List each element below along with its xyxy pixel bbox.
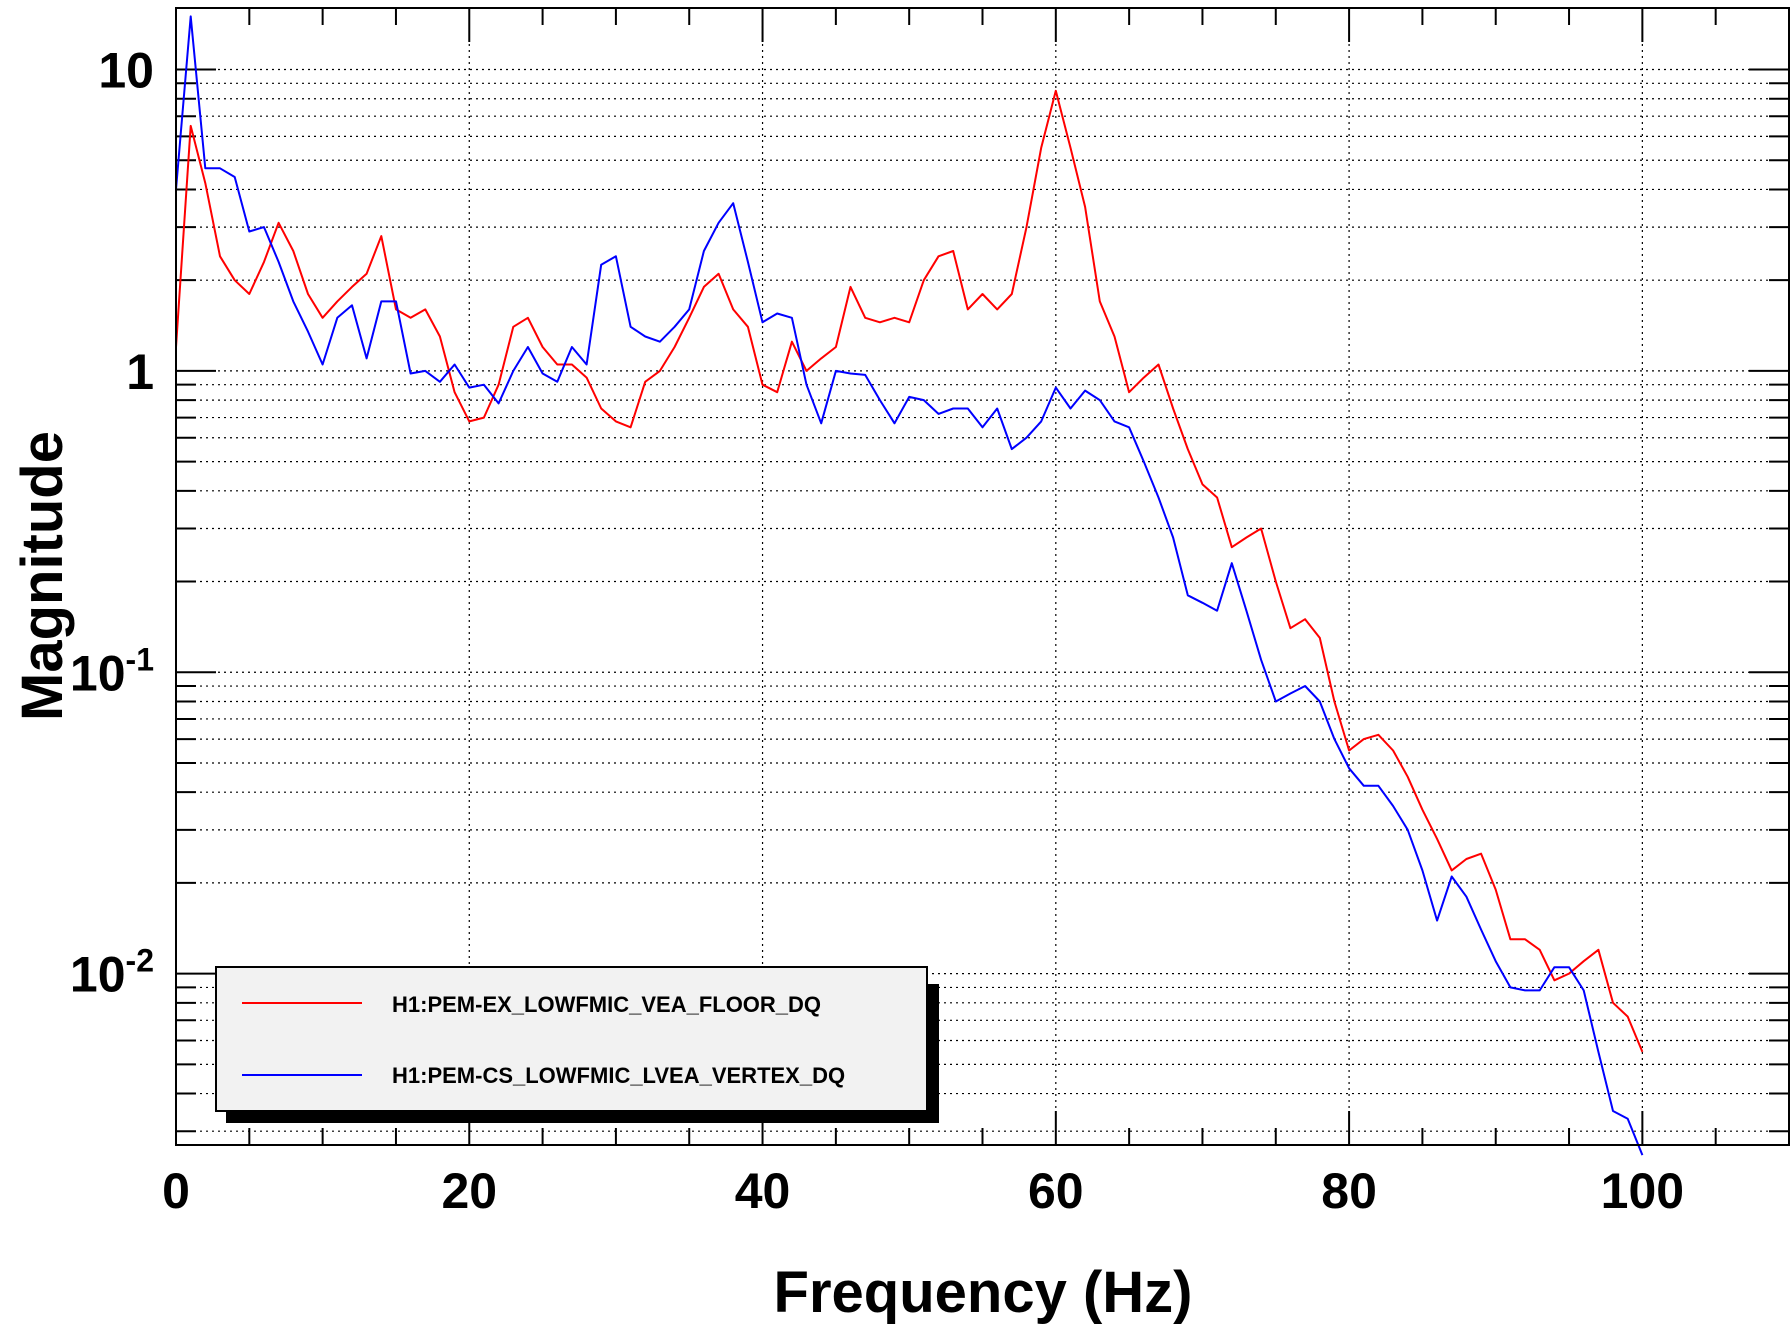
x-tick-label: 100 — [1601, 1163, 1684, 1219]
grid-lines — [176, 8, 1789, 1145]
legend: H1:PEM-EX_LOWFMIC_VEA_FLOOR_DQ H1:PEM-CS… — [215, 966, 939, 1123]
plot-frame — [175, 7, 1790, 1146]
x-tick-label: 60 — [1028, 1163, 1084, 1219]
legend-box — [215, 966, 928, 1112]
y-tick-label: 10-1 — [70, 641, 154, 701]
x-tick-label: 80 — [1321, 1163, 1377, 1219]
y-tick-label: 10-2 — [70, 943, 154, 1003]
y-tick-labels: 10 1 10-1 10-2 — [70, 43, 154, 1003]
x-tick-labels: 0 20 40 60 80 100 — [162, 1163, 1684, 1219]
y-axis-title: Magnitude — [10, 431, 75, 721]
series-line-2 — [175, 15, 1644, 1156]
y-tick-label: 10 — [98, 43, 154, 99]
x-tick-label: 20 — [441, 1163, 497, 1219]
x-axis-title: Frequency (Hz) — [774, 1260, 1193, 1324]
series-line-1 — [175, 89, 1644, 1053]
x-tick-label: 40 — [735, 1163, 791, 1219]
y-tick-label: 1 — [126, 344, 154, 400]
series-lines — [175, 15, 1644, 1156]
legend-label-series-1: H1:PEM-EX_LOWFMIC_VEA_FLOOR_DQ — [392, 992, 821, 1017]
legend-label-series-2: H1:PEM-CS_LOWFMIC_LVEA_VERTEX_DQ — [392, 1063, 845, 1088]
x-tick-label: 0 — [162, 1163, 190, 1219]
